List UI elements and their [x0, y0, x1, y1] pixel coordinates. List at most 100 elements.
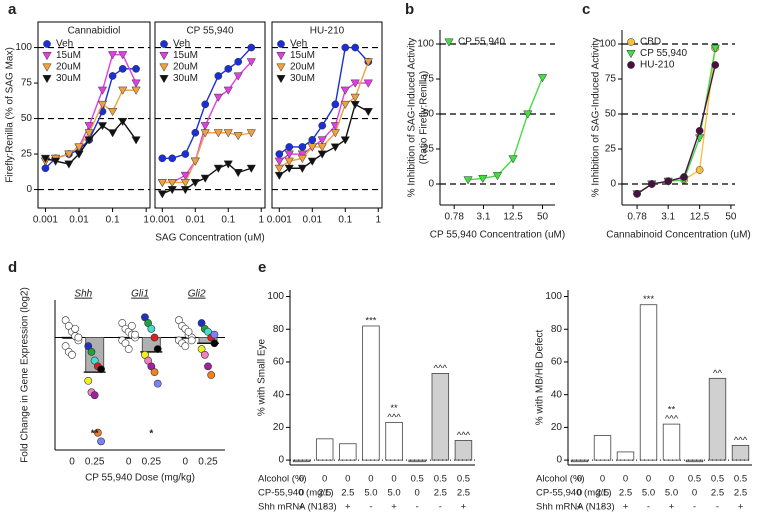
row-value: +	[669, 502, 675, 513]
point	[157, 178, 167, 188]
bar	[315, 438, 334, 461]
x-axis-label: SAG Concentration (uM)	[155, 233, 265, 244]
point	[363, 108, 373, 117]
legend-label: Veh	[56, 39, 73, 50]
point	[84, 122, 94, 131]
x-tick-label: 50	[537, 212, 549, 223]
x-tick-label: 0.001	[267, 215, 292, 226]
significance: **	[91, 429, 99, 440]
point	[214, 72, 223, 80]
row-value: 0	[299, 474, 304, 485]
point	[180, 186, 190, 195]
point	[97, 437, 105, 446]
significance: ^^^	[665, 414, 679, 425]
point	[308, 135, 317, 144]
point	[187, 336, 196, 345]
point	[50, 157, 61, 166]
bar	[639, 304, 658, 461]
point	[340, 100, 350, 110]
point	[127, 322, 136, 330]
point	[118, 86, 128, 95]
legend-label: 15uM	[290, 50, 315, 61]
point	[150, 333, 159, 342]
point	[633, 189, 641, 198]
legend-marker	[42, 75, 52, 84]
y-tick-label: 80	[551, 324, 563, 335]
point	[695, 126, 704, 135]
row-value: 0.5	[711, 474, 724, 485]
point	[317, 143, 327, 152]
row-value: 5.0	[642, 488, 655, 499]
legend-label: CP 55,940	[458, 37, 506, 48]
x-tick-label: 3.1	[661, 212, 675, 223]
point	[180, 171, 190, 181]
point	[64, 160, 74, 169]
point	[340, 86, 350, 95]
point	[87, 348, 96, 356]
point	[284, 157, 294, 166]
bar	[616, 451, 635, 461]
row-value: 0	[391, 474, 396, 485]
row-value: +	[461, 502, 467, 513]
bar	[708, 377, 727, 461]
significance: ^^^	[457, 430, 471, 441]
point	[711, 61, 720, 69]
significance: **	[390, 403, 398, 414]
point	[207, 371, 216, 379]
row-value: 0	[692, 488, 697, 499]
x-tick-label: 50	[725, 212, 737, 223]
row-value: 0	[600, 474, 605, 485]
point	[131, 79, 141, 88]
legend-marker	[276, 63, 286, 72]
y-axis-label: % Inhibition of SAG-Induced Activity	[591, 38, 602, 198]
point	[200, 122, 210, 131]
point	[331, 100, 340, 109]
dose-label: 0	[69, 457, 75, 468]
row-value: 0	[646, 474, 651, 485]
row-value: -	[416, 502, 419, 513]
x-tick-label: 0.001	[33, 215, 58, 226]
y-tick-label: 100	[545, 291, 562, 302]
y-tick-label: 0	[278, 455, 284, 466]
legend-marker	[159, 52, 169, 61]
y-tick-label: 25	[605, 144, 617, 155]
bar	[431, 373, 450, 461]
point	[223, 129, 233, 138]
point	[233, 72, 243, 81]
point	[200, 174, 210, 183]
point	[297, 154, 307, 164]
row-value: +	[623, 502, 629, 513]
y-tick-label: 50	[423, 109, 435, 120]
bar	[570, 459, 589, 463]
point	[307, 157, 317, 166]
x-tick-label: 1	[258, 215, 264, 226]
y-tick-label: 100	[599, 39, 616, 50]
y-tick-label: 40	[551, 389, 563, 400]
row-value: 0	[415, 488, 420, 499]
legend-label: 20uM	[173, 62, 198, 73]
legend-label: 15uM	[56, 50, 81, 61]
significance: ***	[365, 315, 376, 326]
row-value: 2.5	[318, 488, 331, 499]
legend-marker	[42, 63, 52, 72]
chart-title: CP 55,940	[186, 26, 234, 37]
legend-marker	[277, 40, 285, 48]
point	[492, 172, 503, 181]
y-tick-label: 25	[21, 149, 33, 160]
panel-label: c	[582, 1, 590, 18]
fit-line	[636, 64, 716, 195]
point	[150, 368, 159, 377]
panel-label: d	[8, 259, 17, 276]
row-value: -	[647, 502, 650, 513]
point	[201, 100, 210, 109]
point	[131, 330, 139, 339]
row-value: 5.0	[387, 488, 400, 499]
point	[223, 160, 233, 169]
row-value: 0.5	[688, 474, 701, 485]
point	[284, 164, 294, 173]
chart-title: Cannabidiol	[68, 26, 121, 37]
point	[210, 330, 219, 339]
y-tick-label: 0	[428, 179, 434, 190]
point	[317, 150, 327, 159]
